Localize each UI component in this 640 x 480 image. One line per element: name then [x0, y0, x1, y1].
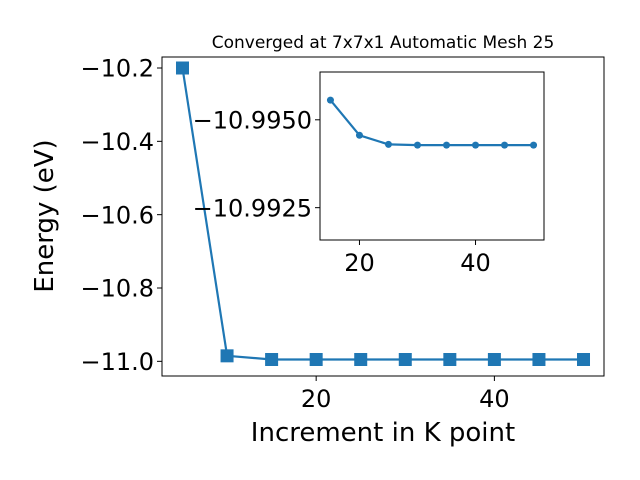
- inset-axes: 20 40 −10.9950 −10.9925: [193, 71, 545, 277]
- inset-data-point: [443, 141, 451, 149]
- inset-data-point: [501, 141, 509, 149]
- main-data-point: [220, 349, 234, 363]
- main-data-point: [175, 61, 189, 75]
- inset-data-point: [413, 141, 421, 149]
- inset-data-point: [472, 141, 480, 149]
- y-axis-label: Energy (eV): [30, 139, 60, 292]
- main-axes: 20 40 −10.2 −10.4 −10.6 −10.8 −11.0 Converged …: [30, 33, 605, 448]
- inset-plot-area: [326, 96, 538, 149]
- inset-series-line: [329, 99, 534, 147]
- chart-title: Converged at 7x7x1 Automatic Mesh 25: [212, 33, 555, 53]
- inset-ticks: 20 40 −10.9950 −10.9925: [193, 106, 491, 277]
- main-data-point: [487, 353, 501, 366]
- inset-data-point: [326, 96, 334, 104]
- inset-y-tick-label: −10.9950: [193, 106, 312, 134]
- main-y-tick-label: −11.0: [80, 348, 154, 376]
- main-data-point: [354, 353, 368, 366]
- x-axis-label: Increment in K point: [251, 418, 515, 448]
- inset-data-point: [384, 140, 392, 148]
- inset-x-tick-label: 20: [344, 249, 375, 277]
- inset-axes-frame: [319, 71, 545, 241]
- main-y-tick-label: −10.4: [80, 128, 154, 156]
- main-data-point: [265, 353, 279, 366]
- main-plot-area: [175, 61, 591, 366]
- main-data-point: [577, 353, 591, 366]
- main-y-tick-label: −10.2: [80, 55, 154, 83]
- main-x-tick-label: 20: [301, 385, 332, 413]
- main-x-tick-label: 40: [479, 385, 510, 413]
- main-data-point: [309, 353, 323, 366]
- main-series-line: [181, 67, 584, 361]
- inset-data-point: [530, 141, 538, 149]
- main-axes-frame: [161, 56, 605, 377]
- inset-background: [320, 72, 544, 240]
- inset-data-point: [355, 131, 363, 139]
- main-y-tick-label: −10.6: [80, 201, 154, 229]
- main-ticks: 20 40 −10.2 −10.4 −10.6 −10.8 −11.0: [80, 55, 509, 413]
- main-data-point: [398, 353, 412, 366]
- main-y-tick-label: −10.8: [80, 275, 154, 303]
- inset-y-tick-label: −10.9925: [193, 194, 312, 222]
- inset-x-tick-label: 40: [460, 249, 491, 277]
- main-data-point: [443, 353, 457, 366]
- main-data-point: [532, 353, 546, 366]
